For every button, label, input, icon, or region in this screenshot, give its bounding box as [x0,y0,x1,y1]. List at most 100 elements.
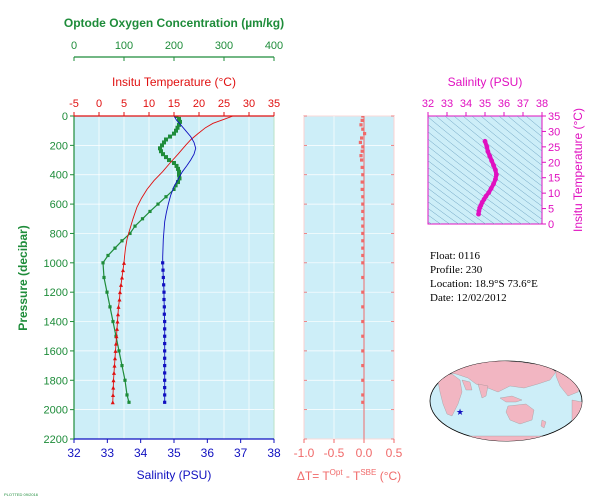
temperature-tick-label: 25 [218,98,230,110]
oxygen-data-point [148,209,152,214]
salinity-data-point [161,268,165,272]
delta-data-point [360,180,364,184]
delta-data-point [361,239,365,243]
delta-data-point [360,149,364,153]
delta-data-point [361,393,365,397]
delta-data-point [361,246,365,250]
temperature-data-point [111,392,115,397]
map-south-america [571,399,582,431]
temperature-data-point [111,378,116,383]
density-contour-line [428,167,504,224]
pressure-tick-label: 1200 [44,287,68,299]
oxygen-axis-title: Optode Oxygen Concentration (µm/kg) [64,16,284,30]
float-location-marker: ★ [456,407,464,417]
oxygen-data-point [168,134,172,139]
ts-temperature-tick-label: 5 [548,204,554,216]
salinity-tick-label: 34 [134,446,148,460]
ts-data-series [476,138,499,217]
density-contour-line [453,116,542,187]
temperature-data-point [116,312,120,317]
pressure-tick-label: 800 [50,228,68,240]
temperature-data-point [119,282,123,287]
ts-temperature-label: Insitu Temperature (°C) [571,108,585,232]
temperature-data-point [111,385,116,390]
oxygen-data-point [177,172,181,177]
delta-data-point [361,217,365,221]
temperature-data-point [114,341,118,346]
salinity-data-point [163,400,167,404]
delta-data-point [361,334,365,338]
ts-data-point [484,144,490,150]
oxygen-data-point [105,290,109,294]
oxygen-data-point [161,152,165,157]
salinity-tick-label: 37 [234,446,248,460]
delta-data-point [361,127,365,131]
temperature-axis-ticks: -5 0 5 10 15 20 25 30 35 [69,98,280,116]
delta-data-point [361,253,365,258]
ts-temperature-tick-label: 20 [548,157,560,169]
delta-axis-label: ΔT= TOpt - TSBE (°C) [297,468,401,483]
ts-data-point [491,181,496,187]
delta-data-point [360,136,364,140]
temperature-data-point [120,275,124,280]
ts-data-point [488,186,494,191]
oxygen-data-point [113,246,117,250]
oxygen-data-point [172,187,176,192]
world-map: ★ [429,360,583,442]
pressure-tick-label: 1600 [44,346,68,358]
delta-data-point [360,187,364,192]
delta-plot-background [303,115,395,440]
salinity-data-point [163,363,167,368]
delta-tick-label: -0.5 [324,446,345,460]
pressure-tick-label: 0 [62,111,68,123]
density-contour-line [428,174,495,224]
density-contour-line [428,138,540,224]
pressure-tick-label: 1800 [44,375,68,387]
temperature-profile-line [123,116,234,263]
temperature-data-point [117,297,122,302]
oxygen-data-point [162,140,166,145]
ts-data-point [493,176,498,182]
oxygen-data-point [177,169,181,174]
oxygen-data-point [159,149,163,154]
salinity-data-point [161,261,165,265]
ts-salinity-tick-label: 33 [441,98,453,110]
density-contour-line [428,153,522,224]
temperature-data-point [114,334,119,339]
oxygen-data-point [177,122,181,127]
oxygen-data-point [140,217,145,221]
delta-tick-label: 0.0 [356,446,373,460]
temperature-data-point [122,260,126,265]
density-contour-line [428,124,542,214]
temperature-data-point [115,326,119,331]
delta-data-point [361,363,365,368]
delta-data-point [363,132,367,136]
salinity-data-point [162,290,166,294]
oxygen-data-point [133,224,137,228]
temperature-data-point [112,363,117,368]
salinity-data-point [163,393,167,397]
location-text: Location: 18.9°S 73.6°E [430,278,538,290]
oxygen-data-point [177,116,181,121]
pressure-tick-label: 1400 [44,317,68,329]
ts-salinity-tick-label: 32 [422,98,434,110]
ts-density-contours [428,116,542,224]
plot-date-note: PLOTTED 09/2016 [4,492,39,497]
delta-data-point [361,305,365,309]
ts-data-point [486,190,492,195]
oxygen-data-point [176,166,180,171]
density-contour-line [428,146,531,224]
delta-tick-label: -1.0 [294,446,315,460]
temperature-tick-label: 10 [143,98,155,110]
oxygen-data-point [174,163,179,168]
oxygen-data-point [120,363,124,368]
map-indonesia [499,395,523,403]
oxygen-tick-label: 0 [71,40,77,52]
salinity-tick-label: 33 [101,446,115,460]
ts-temperature-tick-label: 25 [548,142,560,154]
oxygen-tick-label: 100 [115,40,133,52]
ts-temperature-tick-label: 10 [548,188,560,200]
density-contour-line [462,116,542,180]
float-info-block: Float: 0116 Profile: 230 Location: 18.9°… [430,250,538,304]
